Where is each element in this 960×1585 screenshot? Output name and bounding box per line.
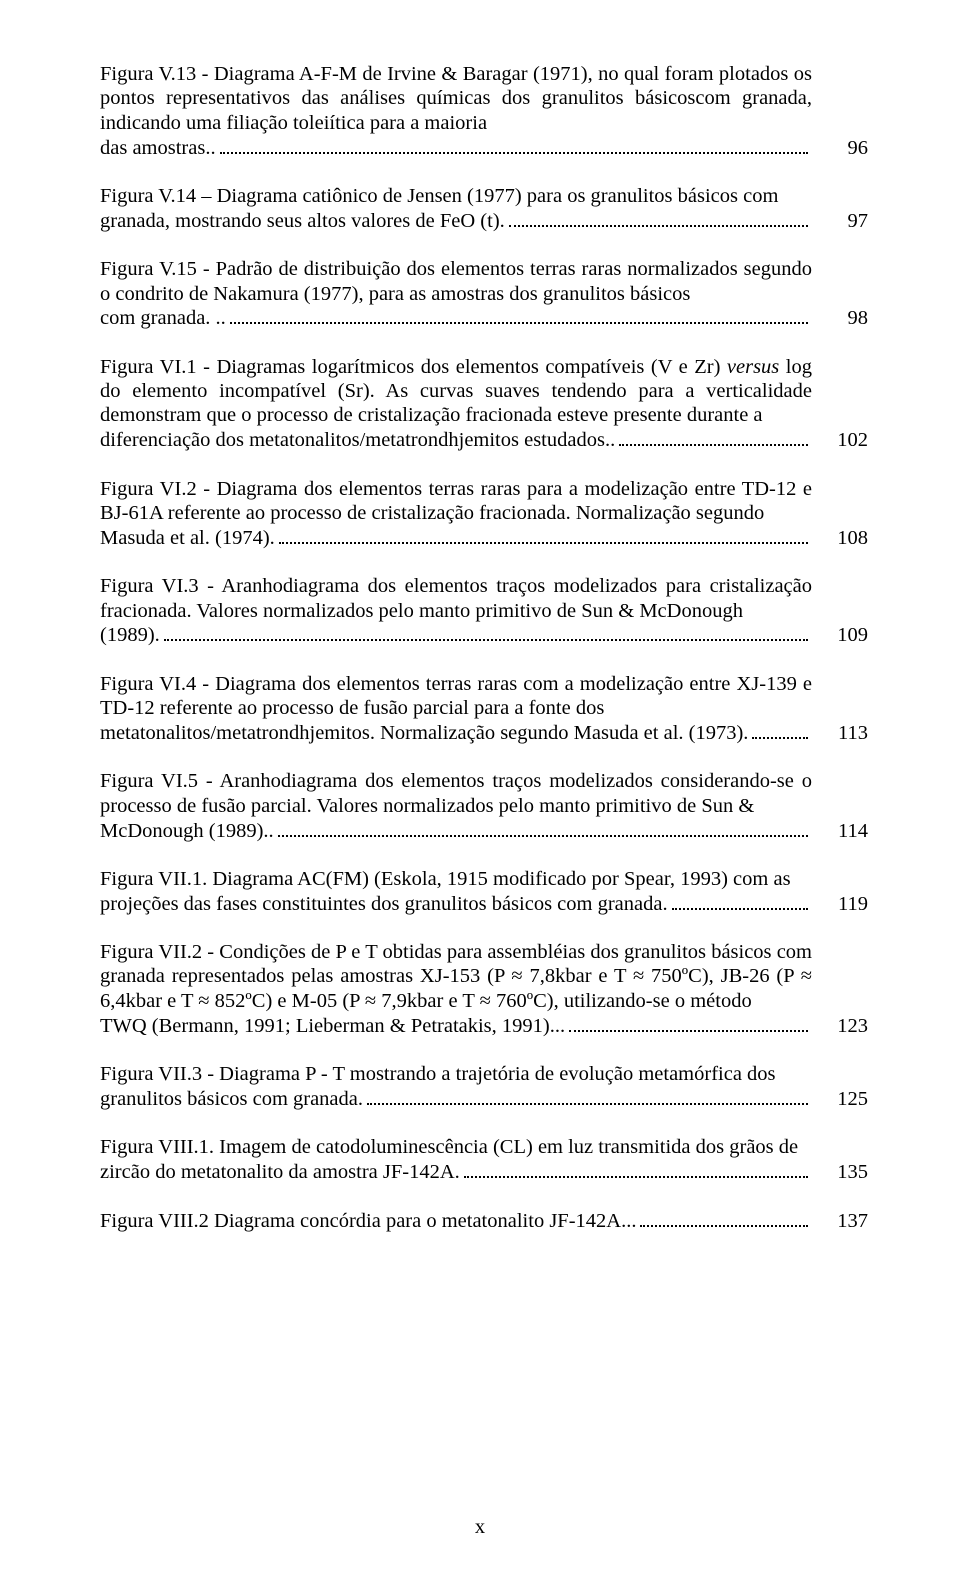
figure-last-text: granada, mostrando seus altos valores de… xyxy=(100,209,505,233)
figure-last-text: com granada. .. xyxy=(100,306,226,330)
dot-leader xyxy=(672,891,808,909)
figure-description-text: Figura VI.2 - Diagrama dos elementos ter… xyxy=(100,477,812,526)
page-number: x xyxy=(0,1516,960,1539)
figure-description-text: Figura VIII.1. Imagem de catodoluminescê… xyxy=(100,1135,812,1159)
figure-last-text: das amostras.. xyxy=(100,136,216,160)
figure-last-line: granulitos básicos com granada. xyxy=(100,1086,812,1111)
figure-entry: Figura VII.2 - Condições de P e T obtida… xyxy=(100,940,868,1038)
figure-page-number: 96 xyxy=(812,136,868,160)
figure-last-text: zircão do metatonalito da amostra JF-142… xyxy=(100,1160,460,1184)
figure-page-number: 98 xyxy=(812,306,868,330)
figure-last-text: McDonough (1989).. xyxy=(100,819,274,843)
figure-description-text: Figura VII.2 - Condições de P e T obtida… xyxy=(100,940,812,1013)
figure-description: Figura V.15 - Padrão de distribuição dos… xyxy=(100,257,812,331)
figure-page-number: 135 xyxy=(812,1160,868,1184)
figure-page-number: 108 xyxy=(812,526,868,550)
figure-last-line: TWQ (Bermann, 1991; Lieberman & Petratak… xyxy=(100,1013,812,1038)
figure-last-line: zircão do metatonalito da amostra JF-142… xyxy=(100,1160,812,1185)
figure-entry: Figura V.15 - Padrão de distribuição dos… xyxy=(100,257,868,331)
dot-leader xyxy=(509,208,808,226)
figure-description: Figura V.14 – Diagrama catiônico de Jens… xyxy=(100,184,812,233)
figure-description: Figura VII.1. Diagrama AC(FM) (Eskola, 1… xyxy=(100,867,812,916)
figure-description-text: Figura VI.1 - Diagramas logarítmicos dos… xyxy=(100,355,812,428)
figure-page-number: 97 xyxy=(812,209,868,233)
figure-description: Figura VIII.2 Diagrama concórdia para o … xyxy=(100,1208,812,1233)
figure-page-number: 102 xyxy=(812,428,868,452)
figure-last-line: das amostras.. xyxy=(100,135,812,160)
figure-last-line: Figura VIII.2 Diagrama concórdia para o … xyxy=(100,1208,812,1233)
figure-last-line: McDonough (1989).. xyxy=(100,818,812,843)
figure-description: Figura VIII.1. Imagem de catodoluminescê… xyxy=(100,1135,812,1184)
figure-last-line: projeções das fases constituintes dos gr… xyxy=(100,891,812,916)
dot-leader xyxy=(367,1086,808,1104)
figure-entry: Figura V.14 – Diagrama catiônico de Jens… xyxy=(100,184,868,233)
figure-page-number: 125 xyxy=(812,1087,868,1111)
figure-description-text: Figura VI.4 - Diagrama dos elementos ter… xyxy=(100,672,812,721)
figure-entry: Figura VII.3 - Diagrama P - T mostrando … xyxy=(100,1062,868,1111)
dot-leader xyxy=(230,306,808,324)
figure-last-text: TWQ (Bermann, 1991; Lieberman & Petratak… xyxy=(100,1014,565,1038)
figure-entry: Figura VI.2 - Diagrama dos elementos ter… xyxy=(100,477,868,551)
figure-page-number: 123 xyxy=(812,1014,868,1038)
figure-last-text: diferenciação dos metatonalitos/metatron… xyxy=(100,428,615,452)
figure-entry: Figura VIII.1. Imagem de catodoluminescê… xyxy=(100,1135,868,1184)
figure-last-text: Masuda et al. (1974). xyxy=(100,526,275,550)
figure-last-line: granada, mostrando seus altos valores de… xyxy=(100,208,812,233)
figure-last-text: (1989). xyxy=(100,623,160,647)
figure-entry: Figura VI.4 - Diagrama dos elementos ter… xyxy=(100,672,868,746)
figure-page-number: 113 xyxy=(812,721,868,745)
figure-entry: Figura VI.5 - Aranhodiagrama dos element… xyxy=(100,769,868,843)
figure-description: Figura V.13 - Diagrama A-F-M de Irvine &… xyxy=(100,62,812,160)
figure-description: Figura VII.2 - Condições de P e T obtida… xyxy=(100,940,812,1038)
dot-leader xyxy=(640,1208,808,1226)
figure-description: Figura VI.4 - Diagrama dos elementos ter… xyxy=(100,672,812,746)
figure-entry: Figura VI.3 - Aranhodiagrama dos element… xyxy=(100,574,868,648)
dot-leader xyxy=(279,525,808,543)
figure-last-text: projeções das fases constituintes dos gr… xyxy=(100,892,668,916)
figure-description: Figura VI.3 - Aranhodiagrama dos element… xyxy=(100,574,812,648)
figure-description-text: Figura V.14 – Diagrama catiônico de Jens… xyxy=(100,184,812,208)
figure-description-text: Figura V.15 - Padrão de distribuição dos… xyxy=(100,257,812,306)
figure-description-text: Figura VII.3 - Diagrama P - T mostrando … xyxy=(100,1062,812,1086)
dot-leader xyxy=(278,818,808,836)
figure-last-line: metatonalitos/metatrondhjemitos. Normali… xyxy=(100,721,812,746)
figure-page-number: 114 xyxy=(812,819,868,843)
dot-leader xyxy=(464,1160,808,1178)
dot-leader xyxy=(752,721,808,739)
figure-entry: Figura V.13 - Diagrama A-F-M de Irvine &… xyxy=(100,62,868,160)
dot-leader xyxy=(619,428,808,446)
figure-page-number: 119 xyxy=(812,892,868,916)
figure-description-text: Figura V.13 - Diagrama A-F-M de Irvine &… xyxy=(100,62,812,135)
dot-leader xyxy=(569,1013,808,1031)
figure-page-number: 137 xyxy=(812,1209,868,1233)
figure-description: Figura VI.1 - Diagramas logarítmicos dos… xyxy=(100,355,812,453)
figure-last-text: metatonalitos/metatrondhjemitos. Normali… xyxy=(100,721,748,745)
figure-entry: Figura VI.1 - Diagramas logarítmicos dos… xyxy=(100,355,868,453)
figure-last-line: (1989). xyxy=(100,623,812,648)
figure-last-text: Figura VIII.2 Diagrama concórdia para o … xyxy=(100,1209,636,1233)
figure-description-text: Figura VI.3 - Aranhodiagrama dos element… xyxy=(100,574,812,623)
figure-last-line: diferenciação dos metatonalitos/metatron… xyxy=(100,428,812,453)
figure-page-number: 109 xyxy=(812,623,868,647)
dot-leader xyxy=(164,623,808,641)
figure-description-text: Figura VI.5 - Aranhodiagrama dos element… xyxy=(100,769,812,818)
figure-entry: Figura VII.1. Diagrama AC(FM) (Eskola, 1… xyxy=(100,867,868,916)
figure-last-line: Masuda et al. (1974). xyxy=(100,525,812,550)
figure-last-line: com granada. .. xyxy=(100,306,812,331)
dot-leader xyxy=(220,135,808,153)
figure-last-text: granulitos básicos com granada. xyxy=(100,1087,363,1111)
figure-description: Figura VI.2 - Diagrama dos elementos ter… xyxy=(100,477,812,551)
figure-entry: Figura VIII.2 Diagrama concórdia para o … xyxy=(100,1208,868,1233)
figure-description: Figura VI.5 - Aranhodiagrama dos element… xyxy=(100,769,812,843)
figure-description: Figura VII.3 - Diagrama P - T mostrando … xyxy=(100,1062,812,1111)
figure-description-text: Figura VII.1. Diagrama AC(FM) (Eskola, 1… xyxy=(100,867,812,891)
figure-list: Figura V.13 - Diagrama A-F-M de Irvine &… xyxy=(100,62,868,1233)
